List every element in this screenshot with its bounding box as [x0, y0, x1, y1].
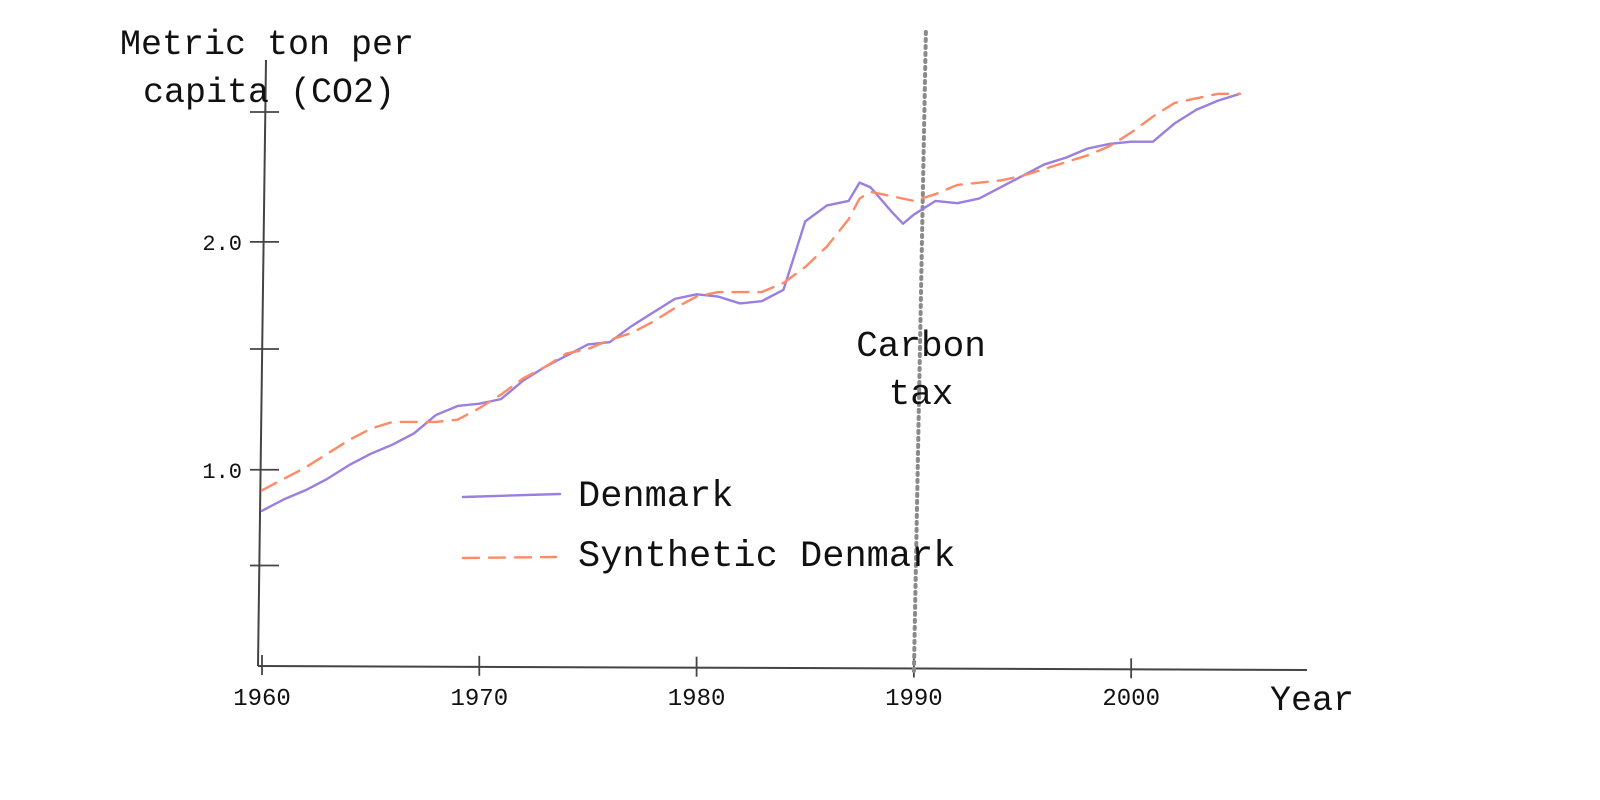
x-tick-label: 1980: [668, 686, 726, 713]
axes: [257, 59, 1308, 671]
x-ticks: 1960 1970 1980 1990 2000: [233, 655, 1160, 713]
denmark-series-line: [260, 92, 1242, 512]
x-tick-label: 1970: [450, 686, 508, 713]
x-axis-label: Year: [1270, 681, 1354, 721]
y-ticks: 1.0 2.0: [202, 111, 279, 567]
carbon-tax-label-line-2: tax: [889, 374, 954, 415]
x-axis-line: [257, 665, 1308, 671]
y-tick-label: 1.0: [202, 460, 242, 485]
x-tick-label: 1990: [885, 686, 943, 713]
legend-denmark-swatch: [461, 492, 562, 499]
carbon-tax-annotation: Carbon tax: [856, 30, 986, 676]
y-axis-label-line-1: Metric ton per: [120, 25, 414, 65]
legend-synthetic-denmark-swatch: [461, 555, 558, 560]
y-axis-line: [257, 59, 267, 667]
legend: Denmark Synthetic Denmark: [461, 476, 955, 578]
series-lines: [260, 92, 1242, 512]
carbon-tax-label-line-1: Carbon: [856, 326, 986, 367]
x-tick-label: 1960: [233, 686, 291, 713]
y-axis-label-line-2: capita (CO2): [143, 73, 395, 113]
carbon-tax-marker-line: [911, 30, 928, 676]
y-axis-label: Metric ton per capita (CO2): [120, 25, 414, 113]
x-tick-label: 2000: [1102, 686, 1160, 713]
synthetic-denmark-series-line: [260, 92, 1242, 492]
legend-synthetic-denmark-label: Synthetic Denmark: [578, 536, 955, 578]
y-tick-label: 2.0: [202, 232, 242, 257]
legend-denmark-label: Denmark: [578, 476, 733, 518]
